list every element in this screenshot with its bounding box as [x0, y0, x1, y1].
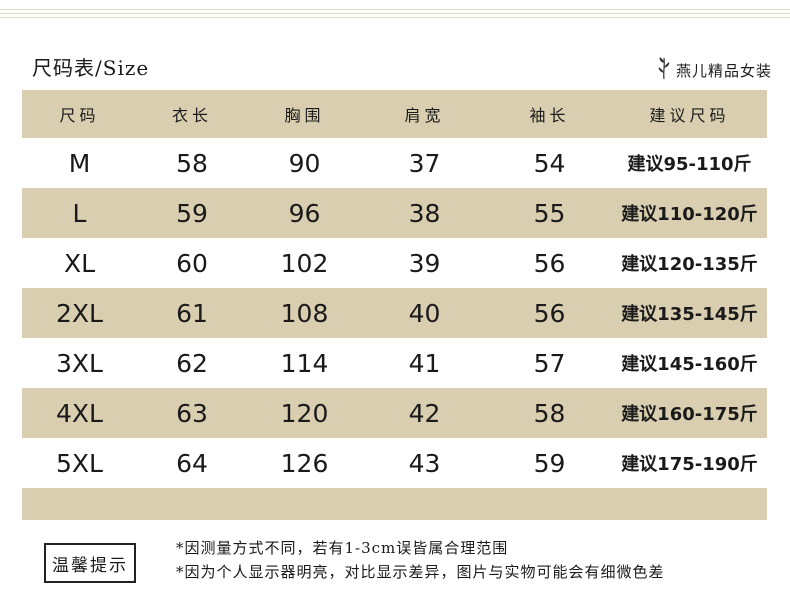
- notice-line: *因为个人显示器明亮，对比显示差异，图片与实物可能会有细微色差: [176, 563, 665, 581]
- table-row: 5XL 64 126 43 59 建议175-190斤: [22, 438, 767, 488]
- page-title: 尺码表/Size: [32, 56, 150, 80]
- length-cell: 58: [176, 148, 208, 178]
- top-divider-line: [0, 13, 790, 14]
- recommend-cell: 建议160-175斤: [621, 404, 758, 425]
- table-footer-band: [22, 488, 767, 520]
- notice-notes: *因测量方式不同，若有1-3cm误皆属合理范围 *因为个人显示器明亮，对比显示差…: [176, 536, 665, 584]
- sleeve-cell: 56: [533, 298, 566, 328]
- bust-cell: 102: [280, 248, 329, 278]
- table-header-row: 尺码 衣长 胸围 肩宽 袖长 建议尺码: [22, 90, 767, 138]
- table-row: XL 60 102 39 56 建议120-135斤: [22, 238, 767, 288]
- header-cell: 衣长: [171, 106, 212, 125]
- bust-cell: 120: [280, 398, 329, 428]
- sleeve-cell: 59: [533, 448, 566, 478]
- header-cell: 建议尺码: [649, 106, 730, 125]
- notice-line: *因测量方式不同，若有1-3cm误皆属合理范围: [176, 539, 509, 557]
- header-cell: 肩宽: [404, 106, 445, 125]
- length-cell: 61: [176, 298, 208, 328]
- bust-cell: 90: [288, 148, 321, 178]
- bust-cell: 114: [280, 348, 329, 378]
- length-cell: 63: [176, 398, 208, 428]
- top-divider-line: [0, 17, 790, 18]
- shoulder-cell: 37: [408, 148, 441, 178]
- recommend-cell: 建议135-145斤: [621, 304, 758, 325]
- length-cell: 59: [176, 198, 208, 228]
- header-cell: 胸围: [284, 106, 325, 125]
- size-cell: 4XL: [56, 398, 103, 428]
- size-cell: 3XL: [56, 348, 103, 378]
- size-cell: 2XL: [56, 298, 103, 328]
- size-cell: XL: [63, 248, 96, 278]
- header-cell: 袖长: [529, 106, 570, 125]
- recommend-cell: 建议175-190斤: [621, 454, 758, 475]
- header-cell: 尺码: [59, 106, 100, 125]
- table-row: M 58 90 37 54 建议95-110斤: [22, 138, 767, 188]
- shoulder-cell: 41: [408, 348, 441, 378]
- shoulder-cell: 43: [408, 448, 441, 478]
- bust-cell: 108: [280, 298, 329, 328]
- shoulder-cell: 38: [408, 198, 441, 228]
- table-row: 2XL 61 108 40 56 建议135-145斤: [22, 288, 767, 338]
- size-cell: M: [68, 148, 91, 178]
- recommend-cell: 建议95-110斤: [627, 154, 752, 175]
- sleeve-cell: 56: [533, 248, 566, 278]
- size-cell: L: [72, 198, 87, 228]
- recommend-cell: 建议145-160斤: [621, 354, 758, 375]
- top-divider-line: [0, 9, 790, 10]
- plant-sprig-icon: [656, 56, 672, 84]
- table-row: L 59 96 38 55 建议110-120斤: [22, 188, 767, 238]
- notice-label: 温馨提示: [44, 543, 136, 583]
- bust-cell: 126: [280, 448, 329, 478]
- length-cell: 62: [176, 348, 208, 378]
- table-row: 3XL 62 114 41 57 建议145-160斤: [22, 338, 767, 388]
- sleeve-cell: 58: [533, 398, 566, 428]
- length-cell: 64: [176, 448, 208, 478]
- brand-logo: 燕儿精品女装: [656, 56, 772, 84]
- shoulder-cell: 40: [408, 298, 441, 328]
- table-row: 4XL 63 120 42 58 建议160-175斤: [22, 388, 767, 438]
- shoulder-cell: 39: [408, 248, 441, 278]
- brand-name: 燕儿精品女装: [675, 61, 772, 80]
- bust-cell: 96: [288, 198, 321, 228]
- shoulder-cell: 42: [408, 398, 441, 428]
- sleeve-cell: 57: [533, 348, 566, 378]
- recommend-cell: 建议110-120斤: [621, 204, 758, 225]
- length-cell: 60: [176, 248, 208, 278]
- recommend-cell: 建议120-135斤: [621, 254, 758, 275]
- size-cell: 5XL: [56, 448, 103, 478]
- sleeve-cell: 55: [533, 198, 566, 228]
- sleeve-cell: 54: [533, 148, 566, 178]
- size-chart-table: 尺码 衣长 胸围 肩宽 袖长 建议尺码 M 58 90 37 54 建议95-1…: [22, 90, 767, 520]
